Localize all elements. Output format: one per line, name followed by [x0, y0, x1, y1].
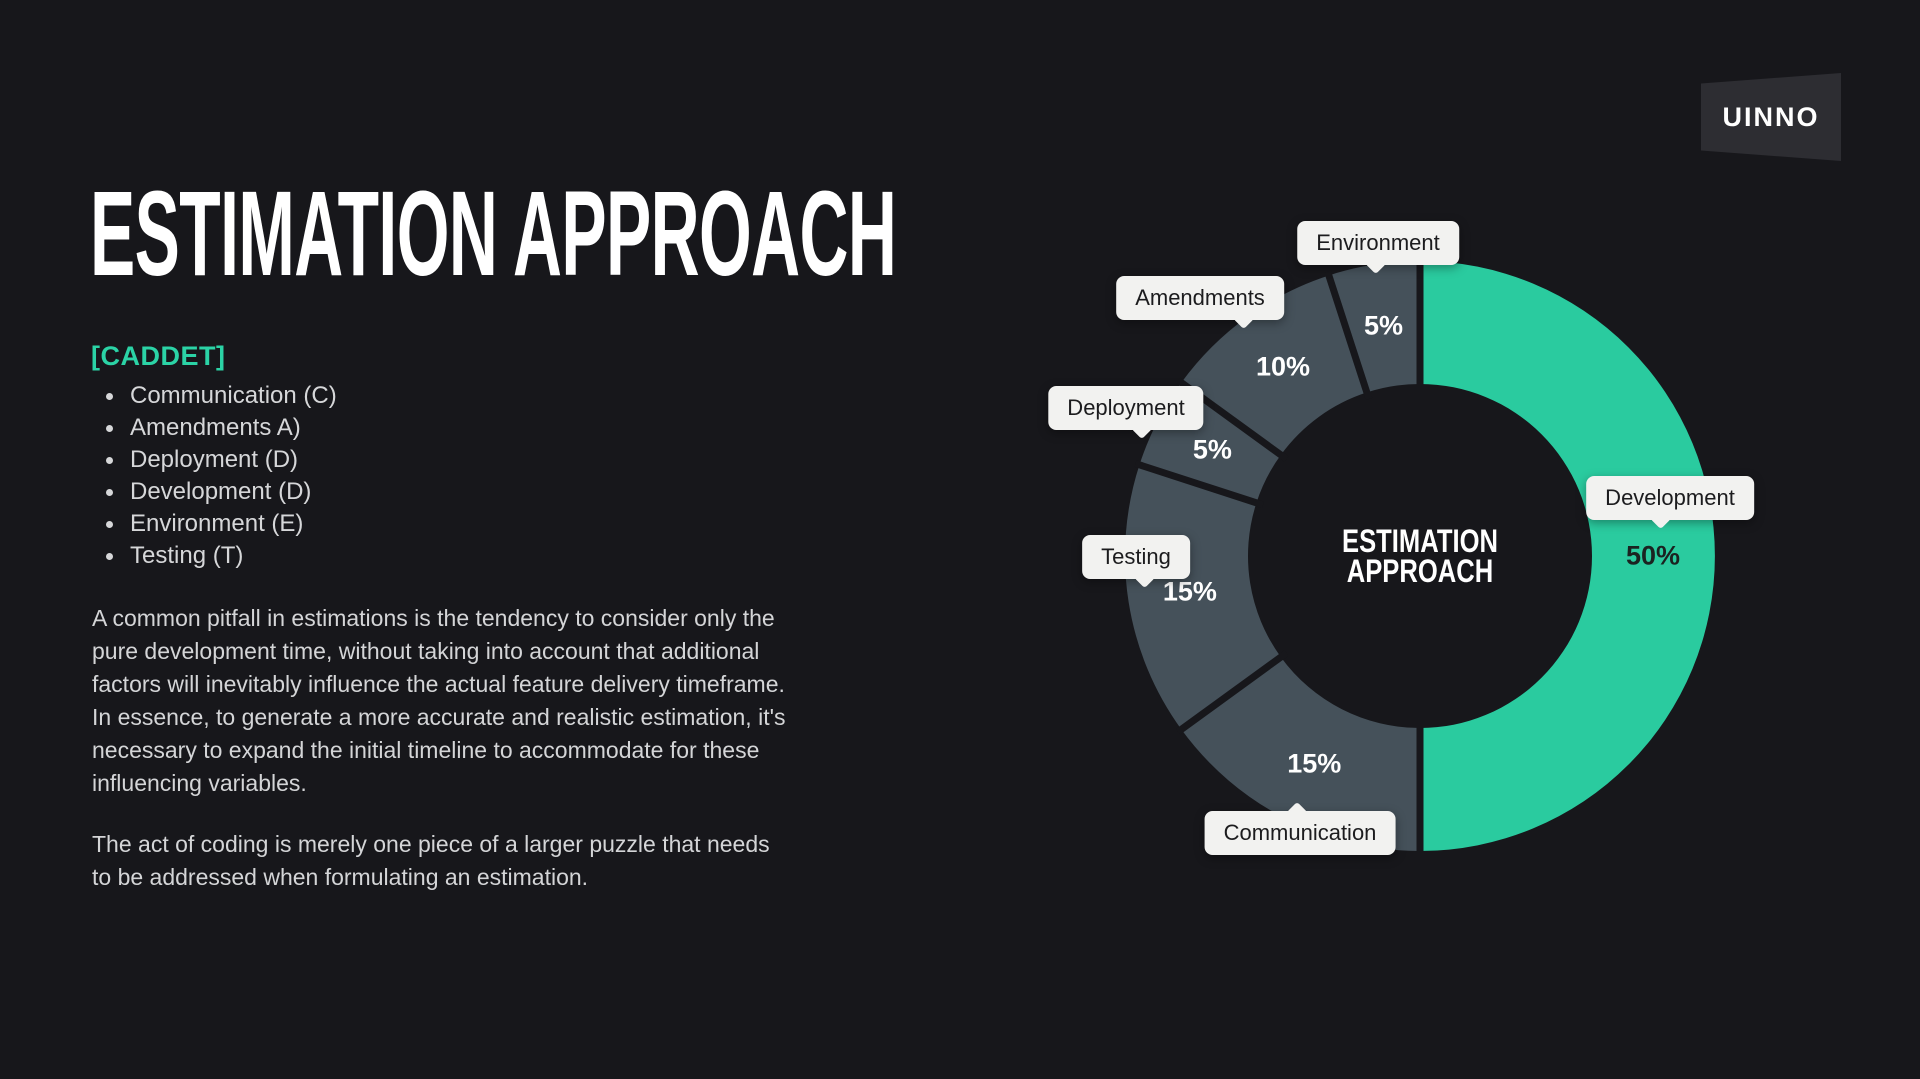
list-item: Amendments A)	[92, 412, 337, 444]
chart-center-label: ESTIMATION APPROACH	[1342, 523, 1498, 589]
slice-testing	[1125, 464, 1281, 730]
chart-callout-development: Development	[1586, 476, 1754, 520]
paragraph-line: to be addressed when formulating an esti…	[92, 864, 589, 890]
slice-amendments	[1181, 275, 1367, 455]
caddet-label: [CADDET]	[91, 341, 226, 371]
paragraph-pitfall: A common pitfall in estimations is the t…	[92, 602, 785, 800]
paragraph-line: factors will inevitably influence the ac…	[92, 671, 785, 697]
uinno-logo-text: UINNO	[1722, 101, 1820, 132]
uinno-logo: UINNO	[1701, 73, 1841, 161]
slice-communication	[1181, 657, 1420, 851]
page-title: ESTIMATION APPROACH	[90, 165, 897, 301]
paragraph-line: The act of coding is merely one piece of…	[92, 831, 770, 857]
paragraph-line: In essence, to generate a more accurate …	[92, 704, 786, 730]
paragraph-line: A common pitfall in estimations is the t…	[92, 605, 775, 631]
paragraph-coding: The act of coding is merely one piece of…	[92, 828, 770, 894]
caddet-list: Communication (C) Amendments A) Deployment…	[92, 380, 337, 572]
slice-divider	[1176, 650, 1289, 735]
chart-callout-amendments: Amendments	[1116, 276, 1284, 320]
chart-pct-environment: 5%	[1364, 310, 1404, 341]
paragraph-line: influencing variables.	[92, 770, 307, 796]
list-item: Development (D)	[92, 476, 337, 508]
chart-pct-development: 50%	[1625, 540, 1681, 571]
chart-pct-communication: 15%	[1287, 748, 1342, 779]
list-item: Environment (E)	[92, 508, 337, 540]
chart-callout-deployment: Deployment	[1048, 386, 1204, 430]
chart-callout-environment: Environment	[1297, 221, 1459, 265]
chart-center-line-2: APPROACH	[1346, 553, 1494, 589]
chart-pct-deployment: 5%	[1192, 434, 1232, 465]
chart-pct-amendments: 10%	[1256, 351, 1311, 382]
slice-development	[1420, 261, 1715, 851]
donut-chart-svg	[1125, 257, 1715, 855]
chart-pct-testing: 15%	[1162, 576, 1217, 607]
slice-divider	[1134, 460, 1265, 509]
donut-chart: ESTIMATION APPROACH 50% Development 15% Com…	[1048, 210, 1770, 910]
list-item: Deployment (D)	[92, 444, 337, 476]
list-item: Communication (C)	[92, 380, 337, 412]
slice-divider	[1324, 270, 1373, 401]
chart-center-line-1: ESTIMATION	[1342, 523, 1498, 559]
paragraph-line: pure development time, without taking in…	[92, 638, 760, 664]
paragraph-line: necessary to expand the initial timeline…	[92, 737, 760, 763]
chart-callout-communication: Communication	[1204, 811, 1396, 855]
slice-environment	[1328, 261, 1420, 393]
list-item: Testing (T)	[92, 540, 337, 572]
chart-callout-testing: Testing	[1082, 535, 1190, 579]
